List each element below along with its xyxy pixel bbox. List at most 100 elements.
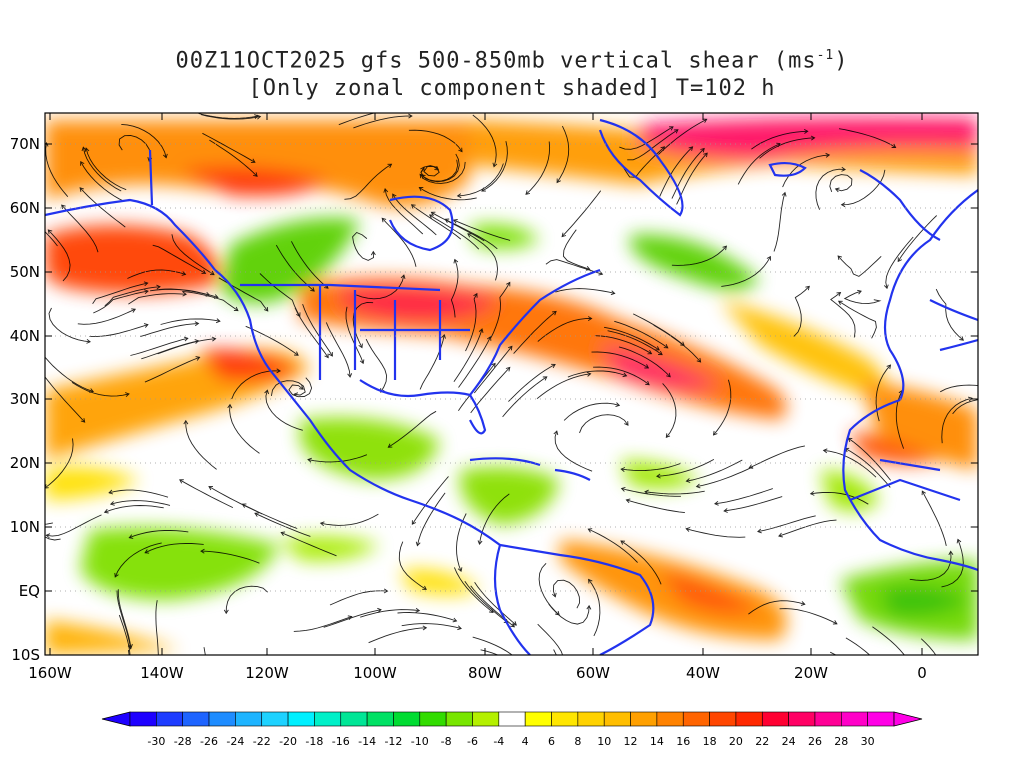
streamline [431,211,485,242]
streamline [622,146,665,178]
streamline-arrow [886,364,892,370]
streamline [671,148,705,199]
streamline-arrow [182,291,187,297]
streamline-arrow [714,500,719,506]
streamline-arrow [700,147,705,153]
streamline [45,142,69,197]
streamline [562,229,590,270]
streamline-arrow [84,147,90,153]
streamline [225,585,268,614]
streamline [338,113,377,126]
streamline [513,311,557,354]
streamline-arrow [194,339,200,344]
streamline-arrow [420,174,426,179]
streamline [659,146,693,197]
streamline [537,623,564,655]
streamline [782,154,830,188]
streamline-arrow [757,528,762,534]
streamline-arrow [276,368,281,374]
streamline-arrow [620,540,626,545]
coastlines [45,118,978,655]
streamline-arrow [127,670,131,674]
streamline [843,290,882,305]
streamline [561,190,602,237]
streamline [229,404,260,454]
streamline [632,313,685,346]
colorbar-swatch [524,711,552,727]
streamline [778,519,837,537]
streamline [291,241,329,289]
streamline-arrow [800,601,806,606]
streamline [45,231,58,247]
streamline [618,346,671,378]
colorbar-swatch [129,711,157,727]
streamline [713,379,732,436]
colorbar-label: -8 [441,735,452,748]
chart-title-line2: [Only zonal component shaded] T=102 h [248,76,776,101]
colorbar-arrow-left [101,711,131,727]
lon-tick-label: 60W [576,664,610,682]
streamline [80,161,125,202]
streamline-arrow [208,485,214,491]
streamline [537,318,592,342]
streamline [325,322,351,378]
colorbar-label: 16 [676,735,690,748]
streamline [401,623,462,629]
streamline-arrow [453,258,459,264]
streamline [588,579,601,637]
streamline-arrow [411,520,417,525]
streamline-arrow [805,285,810,291]
lon-tick-label: 140W [140,664,184,682]
streamline [202,132,256,163]
streamline [245,325,299,356]
streamline-arrow [80,418,86,423]
colorbar-label: 6 [548,735,555,748]
streamline-arrow [836,291,842,297]
colorbar-swatch [208,711,236,727]
streamline-arrow [685,527,691,532]
streamline-arrow [103,508,109,514]
streamline [444,218,498,250]
streamline [472,636,513,655]
streamline-arrow [383,188,389,193]
streamline-arrow [857,289,862,295]
streamline-arrow [834,187,840,193]
streamline [627,129,679,161]
streamline-arrow [525,190,531,195]
streamline-arrow [370,250,376,256]
streamline-arrow [587,528,593,533]
streamline [844,448,891,488]
streamline [104,505,164,513]
streamline-arrow [722,245,727,251]
colorbar-swatch [287,711,315,727]
streamline-arrow [179,479,184,484]
streamline [751,130,808,150]
streamline-arrow [492,162,498,168]
streamline [941,397,973,444]
colorbar-label: -14 [358,735,376,748]
streamline-arrow [79,187,85,192]
streamline-arrow [457,625,462,631]
streamline-arrow [143,281,149,287]
streamline-arrow [162,153,168,159]
streamline [85,147,127,191]
streamline-arrow [299,385,304,390]
streamline-arrow [552,310,557,316]
streamline-arrow [127,644,133,650]
colorbar-label: -12 [384,735,402,748]
streamline-arrow [183,336,189,342]
streamline [921,490,947,547]
streamline [352,231,374,261]
streamline-arrow [420,166,425,172]
streamline-arrow [766,255,771,261]
streamline-arrow [585,266,591,271]
lat-tick-label: 60N [10,199,40,217]
streamline [502,376,548,418]
colorbar-swatch [551,711,579,727]
streamline-arrow [183,419,189,425]
streamline-arrow [556,178,561,184]
streamline-arrow [778,532,783,538]
colorbar-label: -18 [305,735,323,748]
streamline-arrow [519,663,523,667]
streamline [696,466,754,488]
